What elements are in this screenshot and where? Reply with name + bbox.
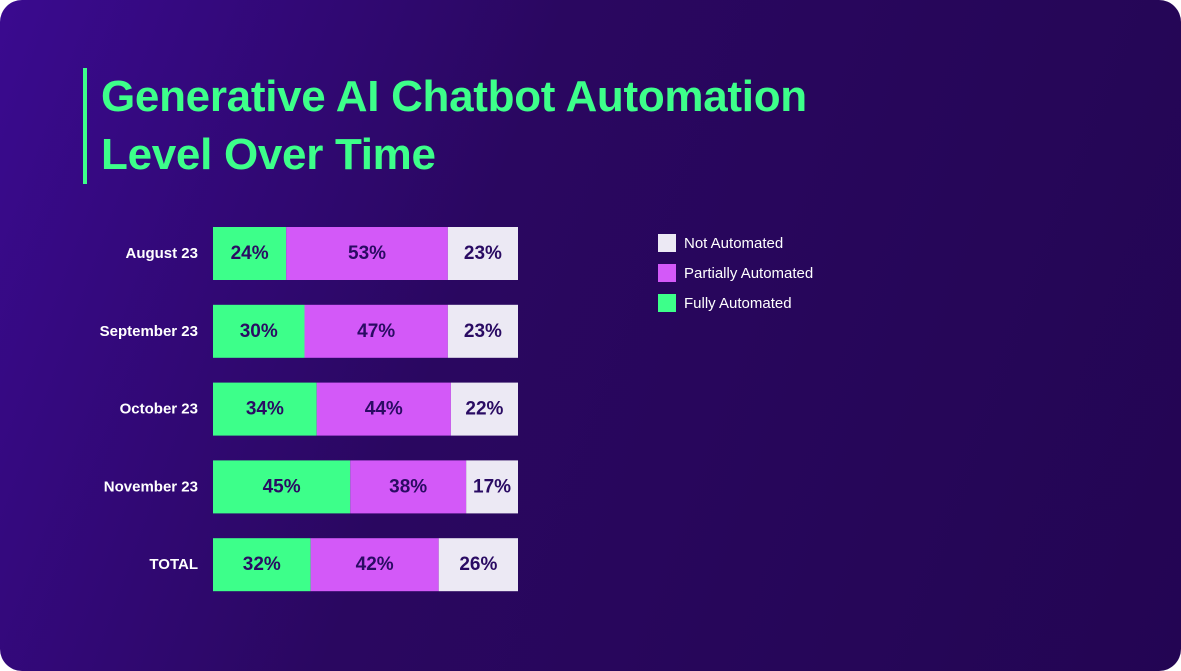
chart-title-line-2: Level Over Time (101, 130, 436, 179)
bar-segment-not-automated (438, 538, 518, 592)
bar-segment-partially-automated (304, 304, 448, 358)
value-label-not-automated: 23% (464, 243, 502, 264)
legend-item-not-automated: Not Automated (658, 228, 813, 258)
category-label: August 23 (125, 245, 198, 262)
bar-segment-fully-automated (213, 538, 311, 592)
value-label-fully-automated: 24% (231, 243, 269, 264)
bar-segment-not-automated (447, 227, 518, 280)
bar-segment-fully-automated (213, 460, 351, 514)
category-label: October 23 (120, 401, 198, 418)
title-block: Generative AI Chatbot Automation Level O… (83, 68, 807, 184)
category-label: November 23 (104, 478, 198, 495)
value-label-not-automated: 17% (473, 476, 511, 497)
legend-label-not-automated: Not Automated (684, 234, 784, 252)
legend-label-fully-automated: Fully Automated (684, 294, 792, 312)
value-label-fully-automated: 45% (263, 476, 301, 497)
bar-segment-not-automated (450, 382, 518, 436)
chart-legend: Not Automated Partially Automated Fully … (658, 228, 813, 318)
value-label-partially-automated: 47% (357, 321, 395, 342)
bar-segment-not-automated (466, 460, 518, 514)
chart-title: Generative AI Chatbot Automation Level O… (101, 68, 807, 184)
value-label-fully-automated: 30% (240, 321, 278, 342)
bar-segment-partially-automated (286, 227, 448, 280)
value-label-fully-automated: 32% (243, 554, 281, 575)
bar-segment-partially-automated (310, 538, 439, 592)
category-label: September 23 (100, 323, 198, 340)
legend-swatch-fully-automated (658, 294, 676, 312)
bar-segment-fully-automated (213, 382, 317, 436)
legend-swatch-not-automated (658, 234, 676, 252)
bar-segment-fully-automated (213, 227, 287, 280)
legend-label-partially-automated: Partially Automated (684, 264, 814, 282)
bar-segment-not-automated (447, 304, 518, 358)
value-label-not-automated: 23% (464, 321, 502, 342)
value-label-partially-automated: 38% (389, 476, 427, 497)
chart-title-line-1: Generative AI Chatbot Automation (101, 72, 807, 121)
value-label-partially-automated: 44% (365, 399, 403, 420)
legend-swatch-partially-automated (658, 264, 676, 282)
value-label-not-automated: 22% (465, 399, 503, 420)
value-label-partially-automated: 42% (356, 554, 394, 575)
value-label-fully-automated: 34% (246, 399, 284, 420)
value-label-not-automated: 26% (459, 554, 497, 575)
legend-item-partially-automated: Partially Automated (658, 258, 813, 288)
bar-segment-partially-automated (350, 460, 467, 514)
bar-segment-partially-automated (316, 382, 451, 436)
bar-segment-fully-automated (213, 304, 305, 358)
value-label-partially-automated: 53% (348, 243, 386, 264)
legend-item-fully-automated: Fully Automated (658, 288, 813, 318)
category-label: TOTAL (149, 556, 198, 573)
